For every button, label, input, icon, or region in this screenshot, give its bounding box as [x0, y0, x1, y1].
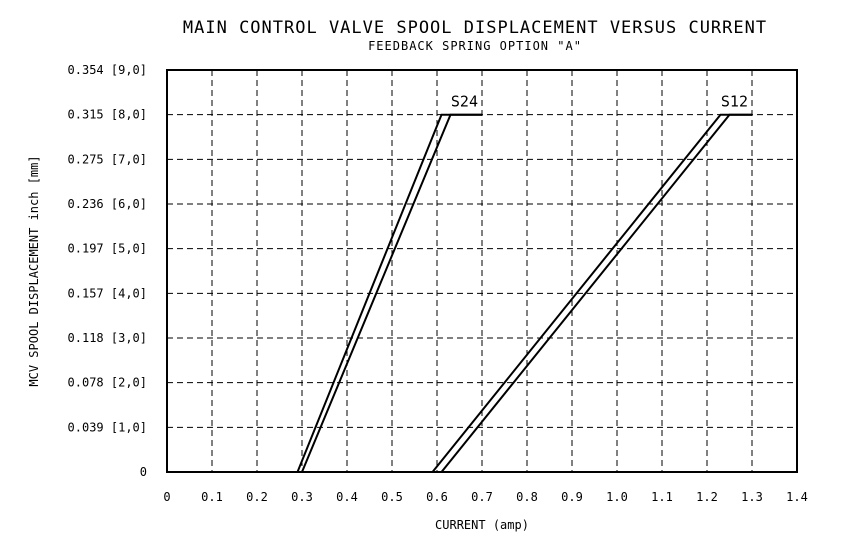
y-tick-labels: 0 0.039 [1,0] 0.078 [2,0] 0.118 [3,0] 0.157 … [68, 63, 147, 479]
x-tick-label: 0.4 [336, 490, 358, 504]
y-tick-label: 0.078 [2,0] [68, 376, 147, 390]
x-tick-labels: 0 0.1 0.2 0.3 0.4 0.5 0.6 0.7 0.8 0.9 1.0 1.1 1.2 1.3… [163, 490, 807, 504]
y-tick-label: 0.354 [9,0] [68, 63, 147, 77]
y-tick-label: 0.118 [3,0] [68, 331, 147, 345]
x-tick-label: 1.4 [786, 490, 808, 504]
series-label: S12 [721, 93, 748, 111]
chart-title: MAIN CONTROL VALVE SPOOL DISPLACEMENT VE… [183, 18, 767, 38]
x-tick-label: 1.3 [741, 490, 763, 504]
x-tick-label: 1.2 [696, 490, 718, 504]
plot-frame [166, 69, 798, 473]
x-tick-label: 0.5 [381, 490, 403, 504]
x-tick-label: 0.1 [201, 490, 223, 504]
x-tick-label: 0.9 [561, 490, 583, 504]
series-s12: S12 [431, 93, 752, 473]
series-s24: S24 [296, 93, 482, 473]
chart-subtitle: FEEDBACK SPRING OPTION "A" [368, 39, 582, 53]
y-tick-label: 0.197 [5,0] [68, 242, 147, 256]
series-label: S24 [451, 93, 478, 111]
y-tick-label: 0.275 [7,0] [68, 152, 147, 166]
y-tick-label: 0.039 [1,0] [68, 420, 147, 434]
y-tick-label: 0 [140, 465, 147, 479]
y-tick-label: 0.236 [6,0] [68, 197, 147, 211]
x-tick-label: 0 [163, 490, 170, 504]
x-tick-label: 0.6 [426, 490, 448, 504]
series-group: S24 S12 [296, 93, 752, 473]
x-tick-label: 0.3 [291, 490, 313, 504]
x-tick-label: 0.2 [246, 490, 268, 504]
y-tick-label: 0.315 [8,0] [68, 108, 147, 122]
x-tick-label: 1.1 [651, 490, 673, 504]
x-axis-label: CURRENT (amp) [435, 518, 529, 532]
x-tick-label: 1.0 [606, 490, 628, 504]
grid [167, 70, 797, 472]
x-tick-label: 0.7 [471, 490, 493, 504]
y-tick-label: 0.157 [4,0] [68, 286, 147, 300]
series-line [440, 113, 752, 473]
y-axis-label: MCV SPOOL DISPLACEMENT inch [mm] [27, 155, 41, 386]
x-tick-label: 0.8 [516, 490, 538, 504]
series-line [301, 113, 482, 473]
